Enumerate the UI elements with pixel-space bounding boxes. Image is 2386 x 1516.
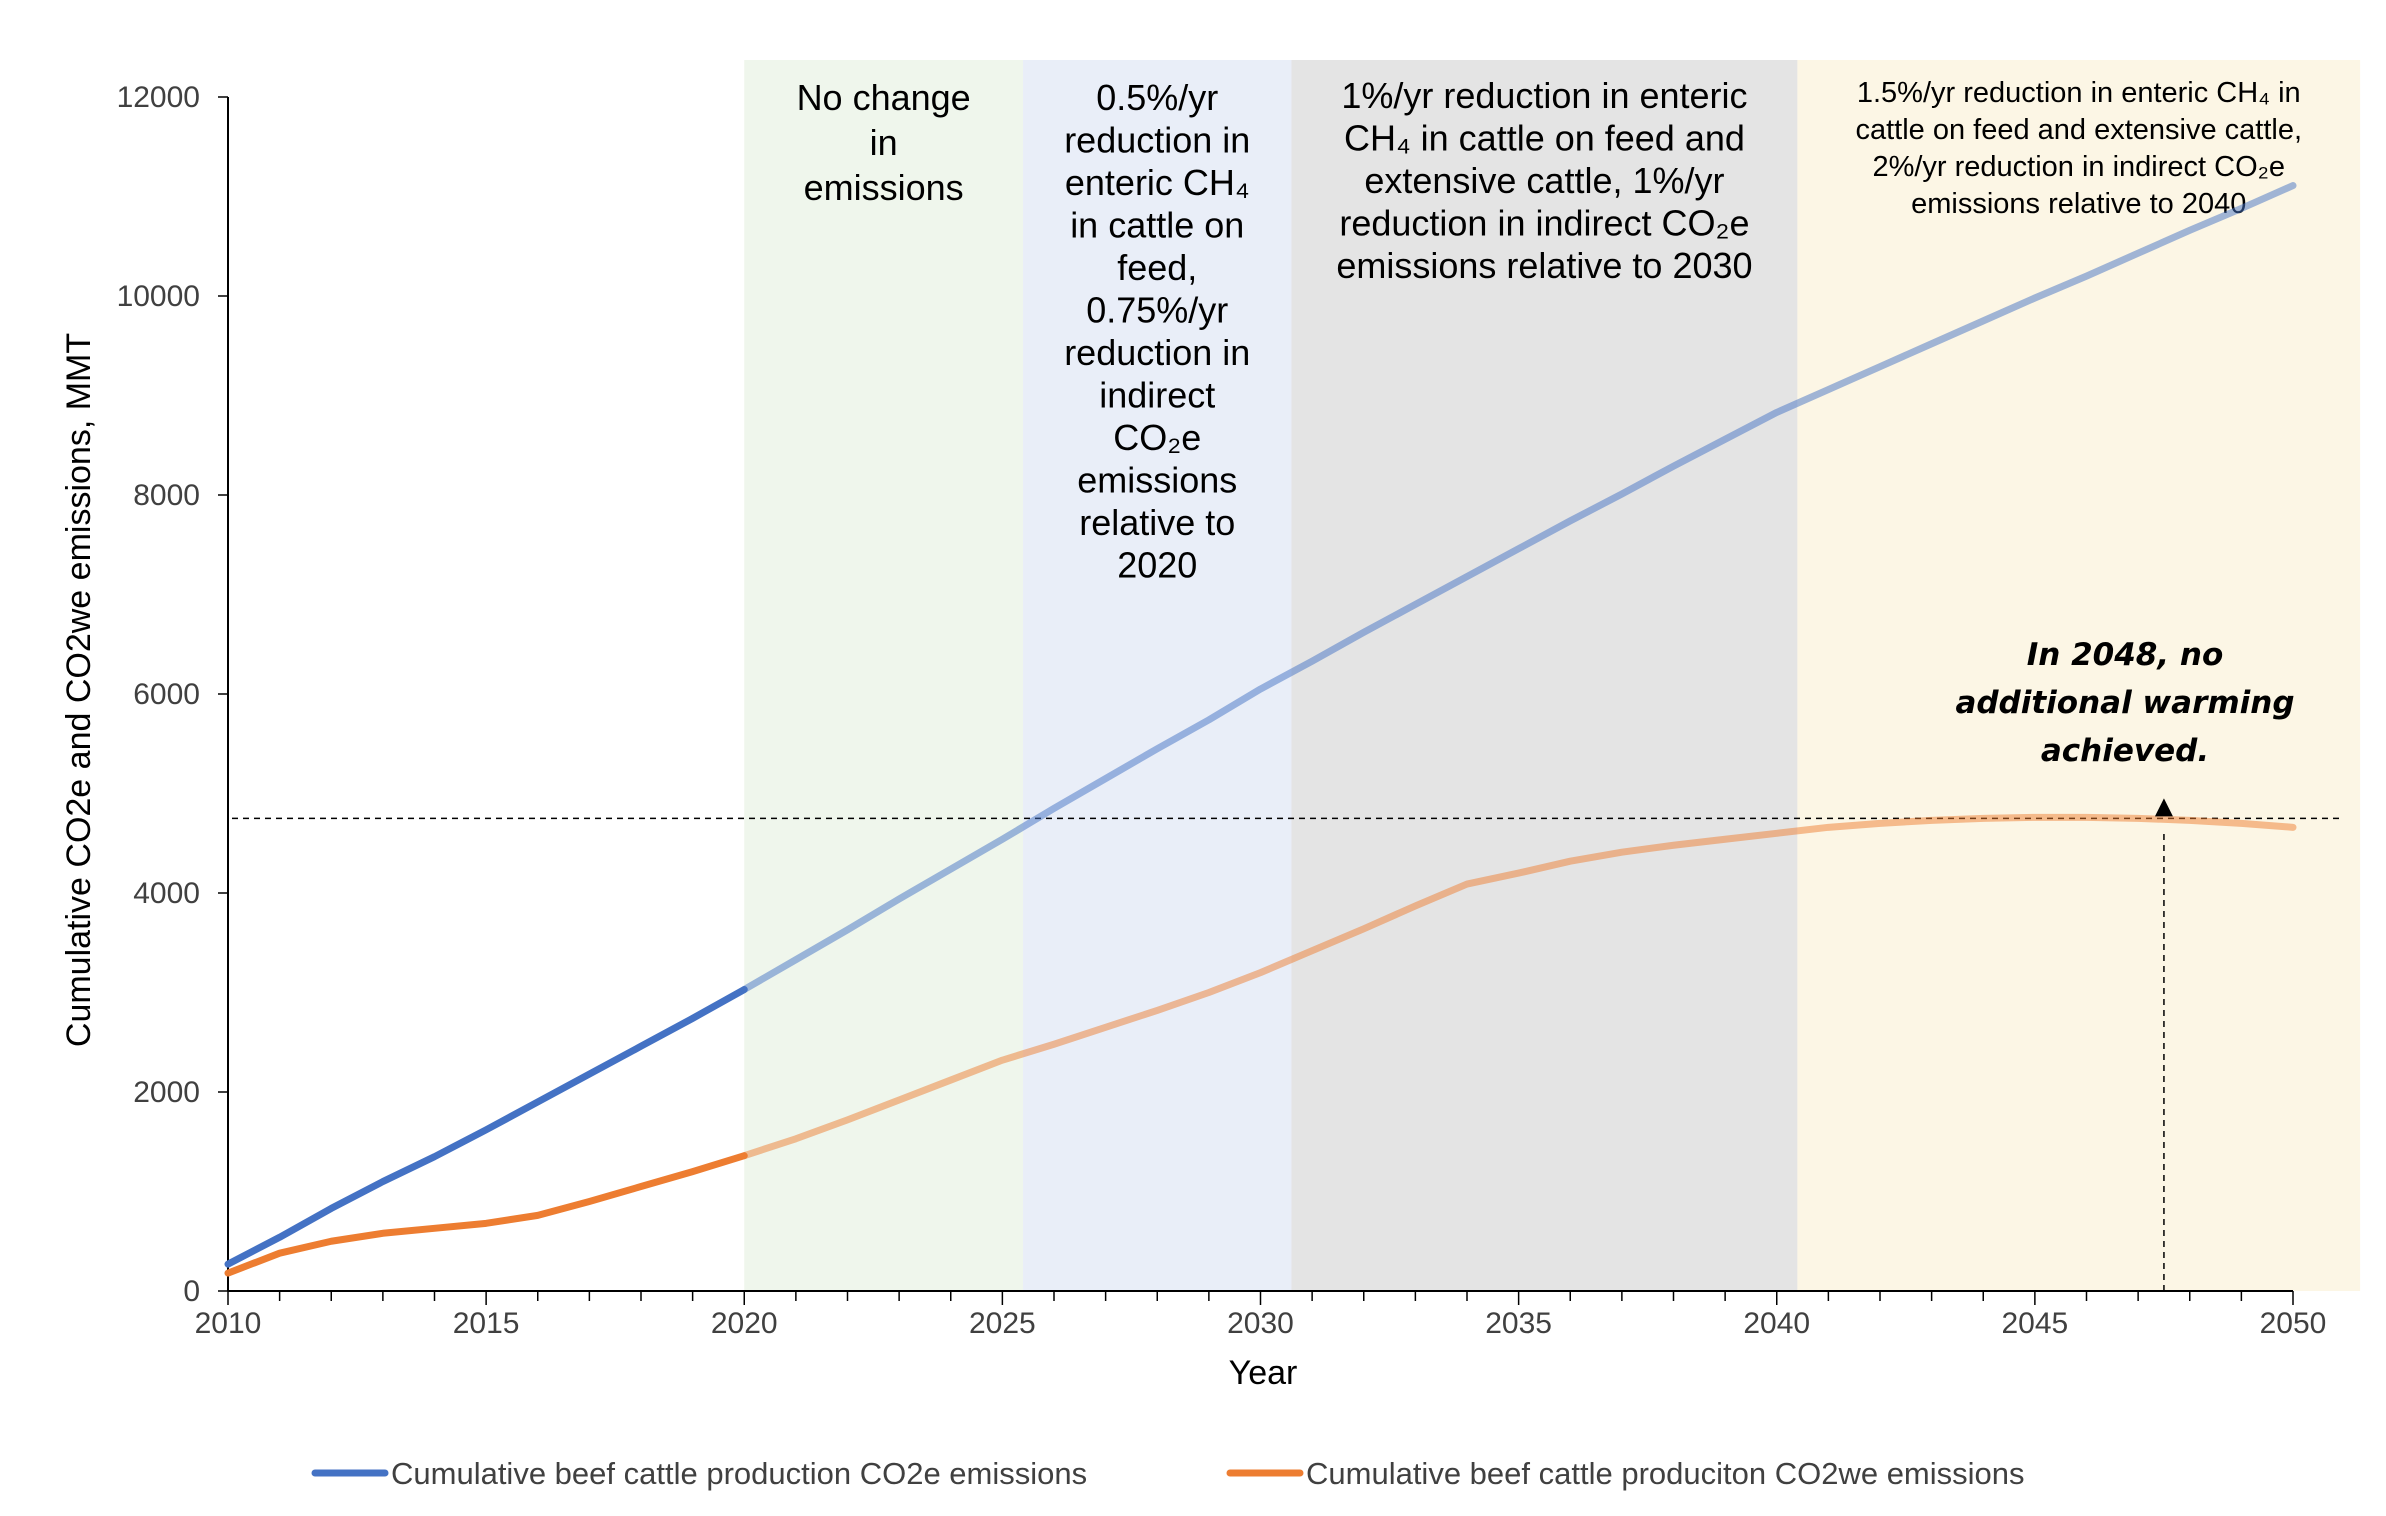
scenario-region-2-label: reduction in	[1064, 120, 1250, 161]
scenario-region-2-label: emissions	[1077, 460, 1237, 501]
x-tick-label: 2010	[195, 1307, 262, 1340]
scenario-region-3	[1291, 60, 1798, 1291]
annotation-text: additional warming	[1955, 685, 2294, 721]
scenario-region-2-label: in cattle on	[1070, 205, 1244, 246]
y-tick-label: 12000	[117, 81, 200, 114]
x-tick-label: 2030	[1227, 1307, 1294, 1340]
scenario-region-1-label: No change	[797, 77, 971, 118]
x-tick-label: 2015	[453, 1307, 520, 1340]
scenario-region-2-label: 0.5%/yr	[1096, 77, 1218, 118]
y-axis-title: Cumulative CO2e and CO2we emissions, MMT	[60, 333, 98, 1047]
scenario-region-3-label: reduction in indirect CO₂e	[1339, 203, 1749, 244]
x-tick-label: 2050	[2260, 1307, 2327, 1340]
y-tick-label: 8000	[133, 479, 200, 512]
scenario-regions	[744, 60, 2361, 1291]
y-tick-label: 0	[183, 1275, 200, 1308]
scenario-region-2-label: 0.75%/yr	[1086, 290, 1228, 331]
scenario-region-3-label: 1%/yr reduction in enteric	[1341, 75, 1747, 116]
scenario-region-2-label: 2020	[1117, 545, 1197, 586]
scenario-region-2-label: relative to	[1079, 502, 1235, 543]
scenario-region-4-label: cattle on feed and extensive cattle,	[1855, 114, 2302, 146]
legend-label-1: Cumulative beef cattle production CO2e e…	[391, 1456, 1087, 1491]
x-axis-title: Year	[1229, 1354, 1298, 1392]
scenario-region-3-label: extensive cattle, 1%/yr	[1364, 160, 1724, 201]
annotation-arrow-head	[2154, 798, 2173, 817]
series-2-projected-line	[740, 813, 2297, 1160]
warming-annotation: In 2048, no additional warming achieved.	[1955, 637, 2295, 1291]
y-tick-label: 10000	[117, 280, 200, 313]
x-tick-label: 2020	[711, 1307, 778, 1340]
scenario-region-1	[744, 60, 1024, 1291]
y-tick-label: 4000	[133, 877, 200, 910]
scenario-region-2	[1023, 60, 1292, 1291]
y-tick-label: 2000	[133, 1076, 200, 1109]
chart-legend: Cumulative beef cattle production CO2e e…	[311, 1456, 2025, 1491]
x-tick-label: 2025	[969, 1307, 1036, 1340]
scenario-region-4-label: emissions relative to 2040	[1911, 188, 2246, 220]
scenario-region-2-label: feed,	[1117, 247, 1197, 288]
annotation-text: In 2048, no	[2027, 637, 2224, 673]
series-1-historical-line	[224, 986, 748, 1268]
annotation-text: achieved.	[2041, 733, 2209, 769]
scenario-region-2-label: enteric CH₄	[1065, 162, 1250, 203]
x-tick-label: 2035	[1485, 1307, 1552, 1340]
axis-ticks: 2010 2015 2020 2025 2030 2035 2040 2045 2050 0 200…	[117, 81, 2327, 1340]
scenario-region-2-label: CO₂e	[1113, 417, 1201, 458]
data-series	[224, 182, 2297, 1277]
scenario-region-4-label: 1.5%/yr reduction in enteric CH₄ in	[1857, 77, 2301, 109]
scenario-region-4	[1797, 60, 2361, 1291]
scenario-region-1-label: emissions	[804, 167, 964, 208]
x-tick-label: 2040	[1743, 1307, 1810, 1340]
scenario-region-3-label: emissions relative to 2030	[1336, 245, 1752, 286]
scenario-region-1-label: in	[870, 122, 898, 163]
scenario-region-4-label: 2%/yr reduction in indirect CO₂e	[1872, 151, 2285, 183]
series-1-projected-line	[740, 182, 2297, 994]
scenario-region-3-label: CH₄ in cattle on feed and	[1344, 118, 1745, 159]
y-tick-label: 6000	[133, 678, 200, 711]
series-2-historical-line	[224, 1152, 748, 1277]
legend-label-2: Cumulative beef cattle produciton CO2we …	[1306, 1456, 2025, 1491]
scenario-region-2-label: reduction in	[1064, 332, 1250, 373]
scenario-region-2-label: indirect	[1099, 375, 1215, 416]
x-tick-label: 2045	[2002, 1307, 2069, 1340]
